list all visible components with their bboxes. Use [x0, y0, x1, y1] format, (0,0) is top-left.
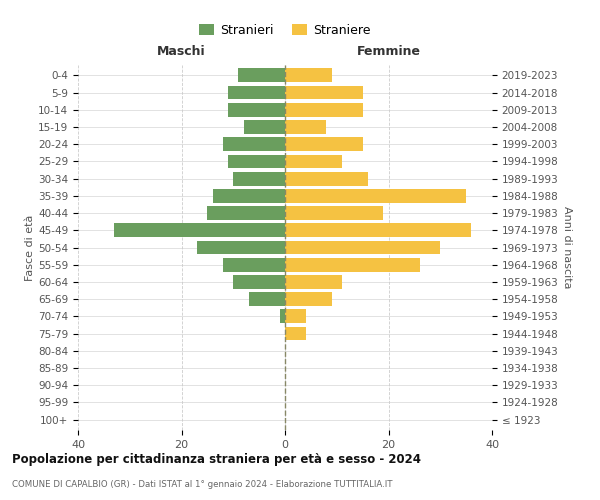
Bar [233, 275, 285, 289]
Text: Maschi: Maschi [157, 44, 206, 58]
Bar [285, 138, 362, 151]
Y-axis label: Fasce di età: Fasce di età [25, 214, 35, 280]
Bar [285, 240, 440, 254]
Bar [249, 292, 285, 306]
Text: COMUNE DI CAPALBIO (GR) - Dati ISTAT al 1° gennaio 2024 - Elaborazione TUTTITALI: COMUNE DI CAPALBIO (GR) - Dati ISTAT al … [12, 480, 392, 489]
Bar [285, 68, 332, 82]
Bar [238, 68, 285, 82]
Text: Femmine: Femmine [356, 44, 421, 58]
Bar [285, 258, 419, 272]
Bar [197, 240, 285, 254]
Bar [285, 310, 306, 324]
Bar [285, 292, 332, 306]
Bar [228, 103, 285, 117]
Legend: Stranieri, Straniere: Stranieri, Straniere [199, 24, 371, 37]
Bar [285, 172, 368, 185]
Bar [212, 189, 285, 202]
Bar [285, 275, 342, 289]
Bar [285, 86, 362, 100]
Y-axis label: Anni di nascita: Anni di nascita [562, 206, 572, 289]
Bar [244, 120, 285, 134]
Bar [285, 103, 362, 117]
Bar [285, 154, 342, 168]
Text: Popolazione per cittadinanza straniera per età e sesso - 2024: Popolazione per cittadinanza straniera p… [12, 452, 421, 466]
Bar [208, 206, 285, 220]
Bar [223, 258, 285, 272]
Bar [285, 206, 383, 220]
Bar [285, 224, 472, 237]
Bar [114, 224, 285, 237]
Bar [223, 138, 285, 151]
Bar [285, 189, 466, 202]
Bar [228, 154, 285, 168]
Bar [280, 310, 285, 324]
Bar [285, 120, 326, 134]
Bar [228, 86, 285, 100]
Bar [285, 326, 306, 340]
Bar [233, 172, 285, 185]
